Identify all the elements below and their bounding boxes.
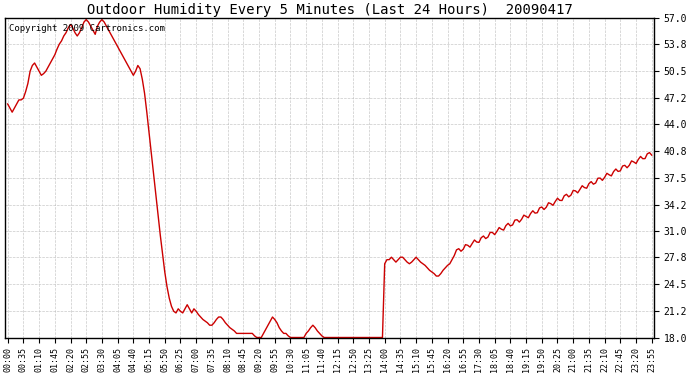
Text: Copyright 2009 Cartronics.com: Copyright 2009 Cartronics.com xyxy=(9,24,164,33)
Title: Outdoor Humidity Every 5 Minutes (Last 24 Hours)  20090417: Outdoor Humidity Every 5 Minutes (Last 2… xyxy=(87,3,573,17)
